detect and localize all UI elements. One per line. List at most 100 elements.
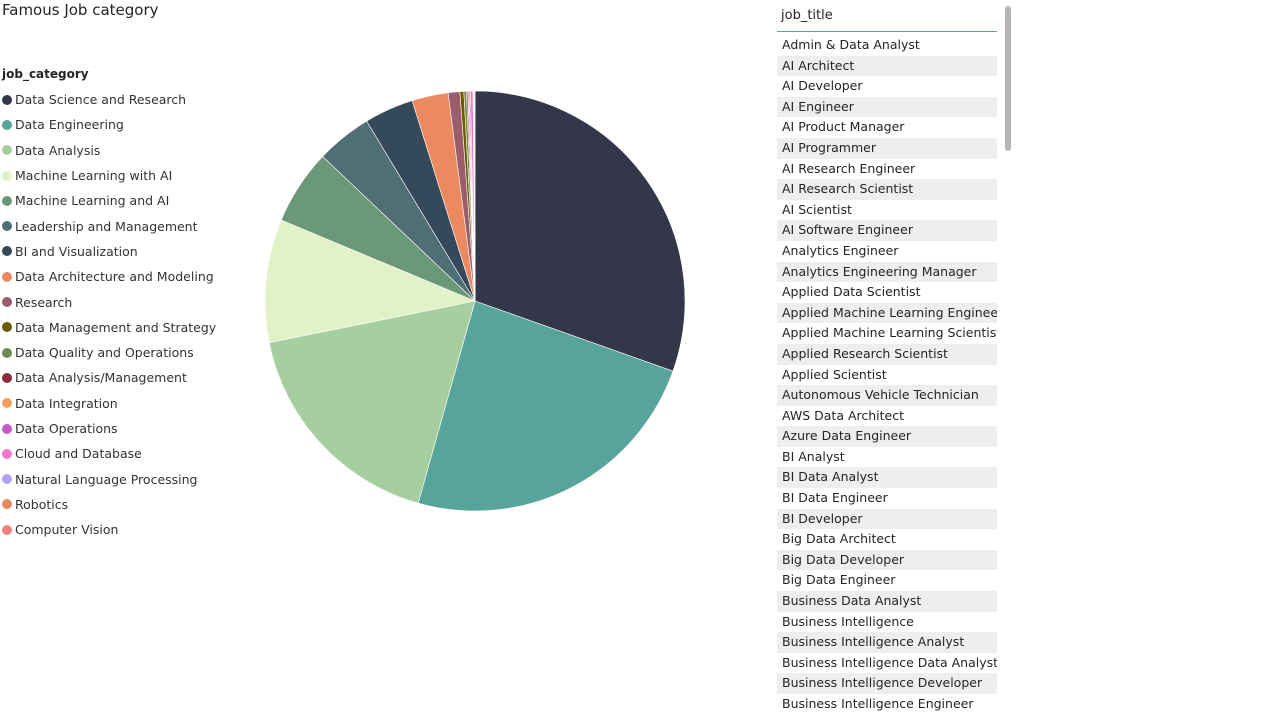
legend-item[interactable]: Data Science and Research bbox=[2, 87, 216, 112]
legend-label: Data Analysis/Management bbox=[15, 370, 187, 386]
slicer-item[interactable]: Applied Machine Learning Engineer bbox=[777, 302, 997, 324]
legend-swatch bbox=[2, 145, 12, 156]
legend-label: Leadership and Management bbox=[15, 218, 198, 234]
legend-item[interactable]: Machine Learning and AI bbox=[2, 188, 216, 213]
slicer-item[interactable]: AI Software Engineer bbox=[777, 220, 997, 241]
legend-swatch bbox=[2, 195, 12, 206]
legend-swatch bbox=[2, 448, 12, 459]
legend-item[interactable]: BI and Visualization bbox=[2, 239, 216, 264]
legend-item[interactable]: Cloud and Database bbox=[2, 441, 216, 466]
slicer-item[interactable]: AI Programmer bbox=[777, 137, 997, 159]
legend-label: Machine Learning with AI bbox=[15, 168, 173, 184]
legend-swatch bbox=[2, 524, 12, 535]
slicer-item[interactable]: Applied Data Scientist bbox=[782, 284, 921, 300]
slicer-item[interactable]: AI Product Manager bbox=[782, 119, 905, 135]
legend-swatch bbox=[2, 271, 12, 282]
slicer-item[interactable]: Business Intelligence Engineer bbox=[782, 696, 974, 711]
legend-swatch bbox=[2, 398, 12, 409]
legend-item[interactable]: Robotics bbox=[2, 492, 216, 517]
legend-label: Computer Vision bbox=[15, 522, 119, 538]
job-title-slicer: job_title Admin & Data Analyst AI Archite… bbox=[777, 0, 1017, 715]
legend-label: Cloud and Database bbox=[15, 446, 142, 462]
legend-swatch bbox=[2, 499, 12, 510]
slicer-item[interactable]: AI Developer bbox=[782, 78, 863, 94]
legend-item[interactable]: Data Operations bbox=[2, 416, 216, 441]
slicer-item[interactable]: Applied Research Scientist bbox=[777, 343, 997, 365]
slicer-item[interactable]: AI Engineer bbox=[777, 96, 997, 118]
legend-item[interactable]: Data Analysis bbox=[2, 138, 216, 163]
slicer-item[interactable]: Analytics Engineering Manager bbox=[777, 261, 997, 283]
slicer-item[interactable]: BI Developer bbox=[777, 508, 997, 530]
legend-label: Data Analysis bbox=[15, 142, 101, 158]
slicer-item[interactable]: Business Intelligence Analyst bbox=[777, 632, 997, 653]
slicer-item[interactable]: Business Intelligence bbox=[782, 613, 914, 629]
legend-item[interactable]: Machine Learning with AI bbox=[2, 163, 216, 188]
legend-swatch bbox=[2, 297, 12, 308]
legend-swatch bbox=[2, 246, 12, 257]
legend-items: Data Science and Research Data Engineerin… bbox=[2, 87, 216, 542]
legend-swatch bbox=[2, 474, 12, 485]
legend-swatch bbox=[2, 322, 12, 333]
legend-swatch bbox=[2, 372, 12, 383]
slicer-item[interactable]: AI Research Scientist bbox=[777, 179, 997, 200]
slicer-item[interactable]: AI Scientist bbox=[782, 201, 852, 217]
legend-label: BI and Visualization bbox=[15, 243, 138, 259]
slicer-item[interactable]: Business Data Analyst bbox=[777, 591, 997, 612]
legend-swatch bbox=[2, 221, 12, 232]
slicer-item[interactable]: BI Data Analyst bbox=[777, 467, 997, 489]
slicer-item[interactable]: AI Architect bbox=[777, 55, 997, 77]
legend-item[interactable]: Natural Language Processing bbox=[2, 466, 216, 491]
legend-item[interactable]: Data Integration bbox=[2, 391, 216, 416]
legend-label: Data Quality and Operations bbox=[15, 345, 194, 361]
legend-item[interactable]: Data Quality and Operations bbox=[2, 340, 216, 365]
legend-label: Natural Language Processing bbox=[15, 471, 198, 487]
slicer-item[interactable]: Applied Scientist bbox=[782, 366, 887, 382]
slicer-item[interactable]: Azure Data Engineer bbox=[777, 426, 997, 447]
legend-label: Research bbox=[15, 294, 73, 310]
chart-title: Famous Job category bbox=[2, 1, 159, 19]
legend-title: job_category bbox=[2, 67, 89, 81]
pie-slice-1[interactable] bbox=[474, 90, 686, 372]
slicer-item[interactable]: BI Analyst bbox=[782, 448, 845, 464]
legend-label: Data Operations bbox=[15, 421, 118, 436]
legend-swatch bbox=[2, 94, 12, 105]
pie-slice-2[interactable] bbox=[417, 300, 674, 512]
pie-chart bbox=[264, 90, 686, 512]
legend-label: Data Management and Strategy bbox=[15, 319, 217, 335]
slicer-list: Admin & Data Analyst AI Architect AI Devel… bbox=[777, 35, 997, 715]
legend-item[interactable]: Data Analysis/Management bbox=[2, 365, 216, 390]
legend-label: Robotics bbox=[15, 496, 69, 512]
legend-label: Data Architecture and Modeling bbox=[15, 269, 214, 285]
slicer-item[interactable]: Big Data Engineer bbox=[782, 572, 896, 588]
slicer-item[interactable]: Autonomous Vehicle Technician bbox=[777, 385, 997, 406]
legend-item[interactable]: Data Management and Strategy bbox=[2, 315, 216, 340]
slicer-item[interactable]: Big Data Developer bbox=[777, 549, 997, 571]
legend-swatch bbox=[2, 347, 12, 358]
legend-label: Data Engineering bbox=[15, 117, 124, 133]
slicer-item[interactable]: Business Intelligence Data Analyst bbox=[782, 654, 997, 670]
legend-label: Machine Learning and AI bbox=[15, 193, 170, 209]
slicer-item[interactable]: Admin & Data Analyst bbox=[782, 37, 920, 52]
pie-slice-18[interactable] bbox=[474, 90, 476, 302]
pie-slice-4[interactable] bbox=[264, 219, 477, 344]
slicer-item[interactable]: Business Intelligence Developer bbox=[777, 673, 997, 694]
slicer-header: job_title bbox=[777, 4, 997, 32]
slicer-item[interactable]: Applied Machine Learning Scientist bbox=[782, 325, 997, 341]
slicer-item[interactable]: Analytics Engineer bbox=[782, 242, 899, 258]
legend-swatch bbox=[2, 423, 12, 434]
legend-item[interactable]: Computer Vision bbox=[2, 517, 216, 542]
legend-swatch bbox=[2, 170, 12, 181]
slicer-item[interactable]: AI Research Engineer bbox=[782, 160, 916, 176]
slicer-item[interactable]: AWS Data Architect bbox=[782, 407, 905, 423]
legend-item[interactable]: Data Architecture and Modeling bbox=[2, 264, 216, 289]
slicer-scrollbar[interactable] bbox=[1005, 6, 1011, 151]
chart-legend: job_category Data Science and Research Da… bbox=[2, 66, 216, 542]
legend-item[interactable]: Leadership and Management bbox=[2, 213, 216, 238]
legend-item[interactable]: Research bbox=[2, 289, 216, 314]
slicer-item[interactable]: Big Data Architect bbox=[782, 531, 896, 547]
legend-swatch bbox=[2, 119, 12, 130]
pie-slice-3[interactable] bbox=[268, 300, 476, 504]
legend-item[interactable]: Data Engineering bbox=[2, 112, 216, 137]
slicer-item[interactable]: BI Data Engineer bbox=[782, 490, 888, 506]
